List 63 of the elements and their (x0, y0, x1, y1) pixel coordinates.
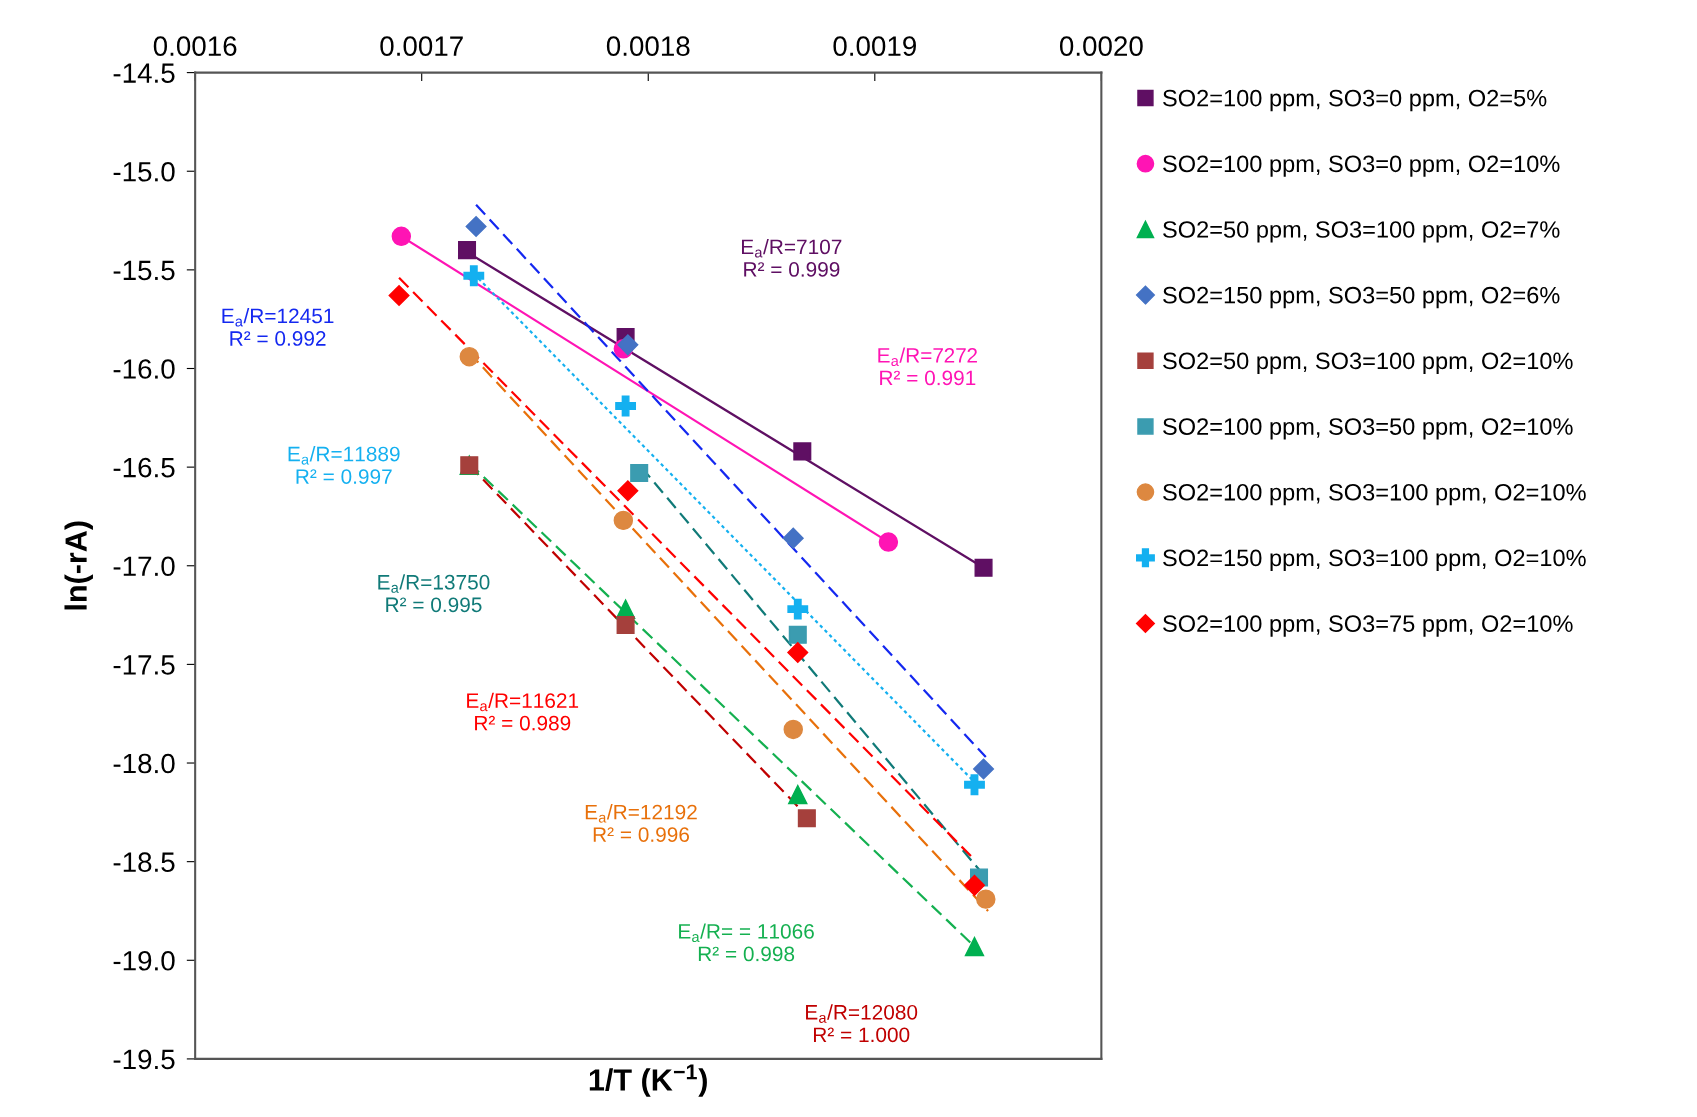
legend-label: SO2=150 ppm, SO3=100 ppm, O2=10% (1163, 549, 1586, 571)
point (615, 395, 637, 417)
legend-label: SO2=100 ppm, SO3=0 ppm, O2=10% (1163, 155, 1560, 177)
point (793, 442, 812, 461)
point (617, 334, 639, 356)
annotation: E$_{a}$/R= = 11066 R² = 0.998 (679, 923, 814, 962)
y-tick-label: -17.0 (113, 556, 175, 577)
legend-label: SO2=100 ppm, SO3=0 ppm, O2=5% (1163, 89, 1547, 112)
point (974, 558, 993, 577)
annotation: E$_{a}$/R=11621 R² = 0.989 (467, 692, 579, 731)
y-tick-label: -19.5 (113, 1049, 175, 1070)
annotation: E$_{a}$/R=11889 R² = 0.997 (288, 446, 400, 484)
annotation: E$_{a}$/R=7107 R² = 0.999 (742, 238, 842, 277)
point (788, 625, 807, 644)
point (787, 642, 809, 664)
y-axis-title: ln(-rA) (64, 521, 93, 610)
point (388, 284, 410, 307)
point (964, 774, 985, 796)
legend-label: SO2=100 ppm, SO3=75 ppm, O2=10% (1163, 615, 1573, 637)
point (391, 226, 412, 247)
y-tick-label: -14.5 (113, 63, 175, 83)
y-tick-label: -16.0 (113, 359, 175, 379)
point (787, 598, 809, 620)
point (878, 532, 899, 552)
y-tick-label: -18.5 (113, 852, 175, 872)
x-tick-label: 0.0018 (606, 36, 690, 56)
x-tick-label: 0.0019 (833, 36, 916, 56)
y-tick-label: -19.0 (113, 950, 175, 971)
point (465, 215, 487, 237)
y-tick-label: -16.5 (113, 457, 175, 478)
y-tick-label: -17.5 (113, 655, 175, 675)
x-axis-title: 1/T (K$^{−1}$) (589, 1064, 707, 1097)
legend-label: SO2=100 ppm, SO3=100 ppm, O2=10% (1163, 483, 1586, 506)
point (964, 936, 985, 957)
point (782, 527, 804, 549)
point (463, 265, 485, 287)
y-tick-label: -18.0 (113, 753, 175, 774)
y-tick-label: -15.0 (113, 161, 175, 182)
point (788, 784, 808, 805)
point (797, 809, 816, 828)
annotation: E$_{a}$/R=7272 R² = 0.991 (878, 347, 977, 386)
annotation: E$_{a}$/R=12080 R² = 1.000 (806, 1004, 918, 1043)
point (973, 758, 995, 780)
y-tick-label: -15.5 (113, 260, 175, 281)
point (976, 889, 996, 909)
legend-label: SO2=50 ppm, SO3=100 ppm, O2=7% (1163, 221, 1560, 243)
point (630, 464, 649, 483)
x-tick-label: 0.0016 (153, 36, 237, 56)
annotation: E$_{a}$/R=12451 R² = 0.992 (222, 308, 334, 346)
point (613, 510, 634, 531)
legend-label: SO2=100 ppm, SO3=50 ppm, O2=10% (1163, 418, 1573, 440)
point (616, 615, 635, 634)
annotation: E$_{a}$/R=13750 R² = 0.995 (378, 574, 490, 613)
legend-label: SO2=50 ppm, SO3=100 ppm, O2=10% (1163, 352, 1573, 374)
x-tick-label: 0.0017 (380, 36, 463, 56)
point (963, 874, 986, 896)
annotation: E$_{a}$/R=12192 R² = 0.996 (585, 804, 697, 842)
point (783, 719, 803, 740)
point (617, 480, 639, 502)
x-tick-label: 0.0020 (1059, 36, 1143, 56)
point (459, 346, 480, 367)
point (457, 241, 477, 260)
legend-label: SO2=150 ppm, SO3=50 ppm, O2=6% (1163, 286, 1560, 309)
